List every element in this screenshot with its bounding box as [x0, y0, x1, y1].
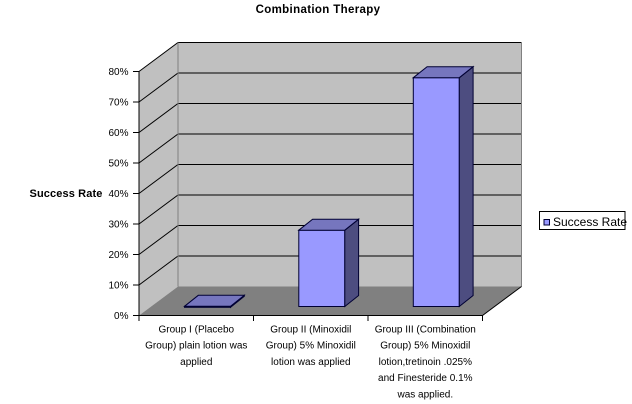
svg-text:Group) plain lotion was: Group) plain lotion was: [145, 341, 247, 352]
svg-text:Group II (Minoxidil: Group II (Minoxidil: [270, 324, 351, 335]
svg-text:40%: 40%: [108, 189, 128, 200]
svg-text:0%: 0%: [114, 311, 129, 322]
svg-text:10%: 10%: [108, 281, 128, 292]
svg-text:Group) 5% Minoxidil: Group) 5% Minoxidil: [380, 341, 470, 352]
svg-text:80%: 80%: [108, 67, 128, 78]
svg-text:Success Rate: Success Rate: [553, 215, 627, 229]
svg-text:Group) 5% Minoxidil: Group) 5% Minoxidil: [266, 341, 356, 352]
svg-text:was applied.: was applied.: [397, 390, 454, 401]
svg-text:Group III (Combination: Group III (Combination: [375, 324, 476, 335]
svg-text:50%: 50%: [108, 159, 128, 170]
svg-text:60%: 60%: [108, 128, 128, 139]
svg-text:applied: applied: [180, 357, 212, 368]
svg-text:Group I (Placebo: Group I (Placebo: [158, 324, 234, 335]
svg-text:lotion was applied: lotion was applied: [271, 357, 351, 368]
svg-text:Success Rate: Success Rate: [30, 188, 103, 200]
svg-text:lotion,tretinoin .025%: lotion,tretinoin .025%: [379, 357, 473, 368]
svg-text:30%: 30%: [108, 220, 128, 231]
svg-text:Combination Therapy: Combination Therapy: [256, 4, 381, 16]
svg-text:70%: 70%: [108, 98, 128, 109]
svg-text:20%: 20%: [108, 250, 128, 261]
svg-text:and Finesteride 0.1%: and Finesteride 0.1%: [378, 373, 473, 384]
